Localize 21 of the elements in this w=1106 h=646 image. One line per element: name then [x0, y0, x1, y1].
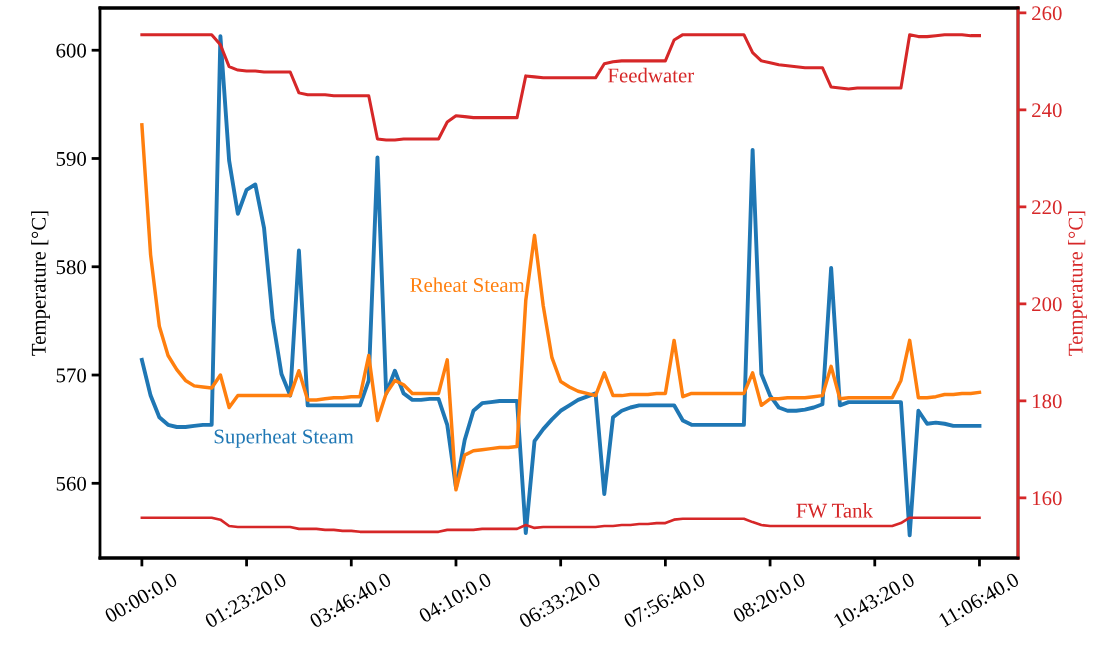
y2-tick-label: 260	[1032, 6, 1062, 21]
series-label: Reheat Steam	[410, 277, 525, 293]
line-series	[140, 123, 982, 492]
y-tick-label: 590	[56, 151, 87, 166]
y2-tick-label: 240	[1032, 103, 1062, 118]
y2-tick-label: 220	[1032, 200, 1062, 215]
series-label: Feedwater	[608, 67, 694, 83]
line-series	[139, 34, 982, 538]
series-label: FW Tank	[796, 503, 873, 518]
y2-axis-title: Temperature [°C]	[1068, 211, 1087, 356]
y2-tick-label: 180	[1033, 394, 1062, 409]
line-series	[140, 33, 981, 142]
series-label: Superheat Steam	[214, 428, 354, 448]
y-tick-label: 570	[56, 368, 87, 383]
y-tick-label: 600	[56, 43, 87, 58]
line-series	[140, 516, 981, 534]
y2-tick-label: 160	[1033, 491, 1062, 506]
y2-tick-label: 200	[1032, 297, 1062, 312]
y-tick-label: 560	[56, 476, 87, 491]
y-tick-label: 580	[56, 260, 87, 275]
y-axis-title: Temperature [°C]	[31, 211, 50, 356]
